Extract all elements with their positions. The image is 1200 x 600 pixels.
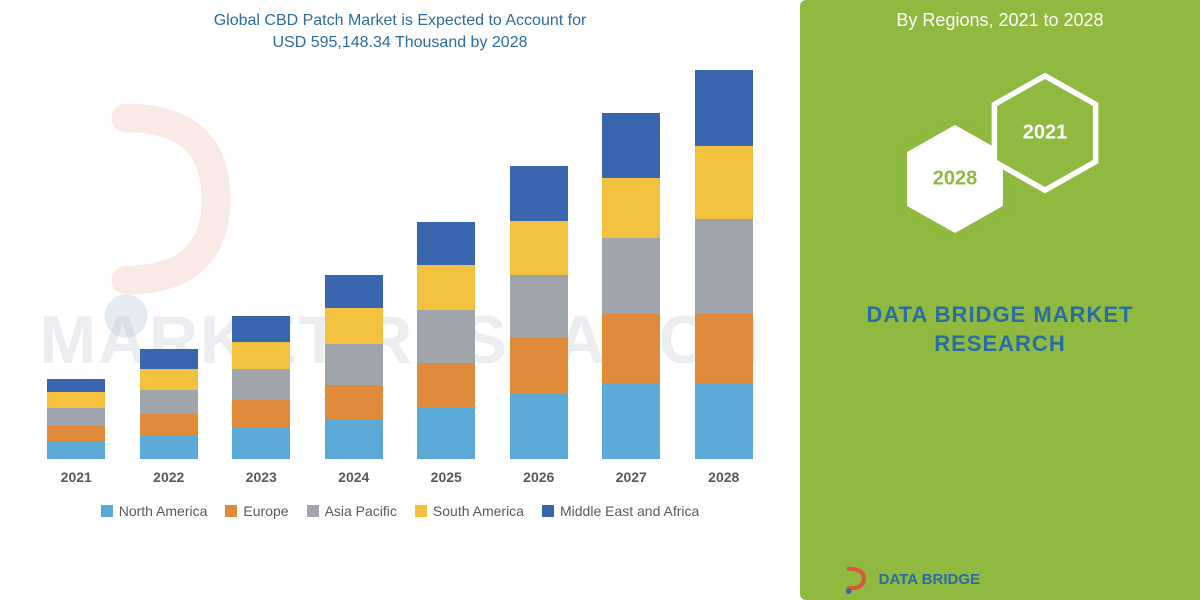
stacked-bar	[47, 379, 105, 459]
bar-segment	[325, 275, 383, 308]
bar-segment	[695, 70, 753, 146]
bar-segment	[140, 435, 198, 458]
footer-logo-icon	[843, 566, 871, 594]
x-axis-label: 2021	[61, 469, 92, 485]
bar-segment	[695, 219, 753, 315]
stacked-bar	[695, 70, 753, 459]
x-axis-label: 2026	[523, 469, 554, 485]
legend-label: Middle East and Africa	[560, 503, 699, 519]
bar-segment	[140, 369, 198, 390]
bar-segment	[325, 385, 383, 420]
bar-segment	[47, 426, 105, 442]
bar-group: 2023	[215, 316, 308, 485]
legend-swatch-icon	[415, 505, 427, 517]
bar-segment	[417, 408, 475, 459]
title-line-2: USD 595,148.34 Thousand by 2028	[272, 34, 527, 51]
x-axis-label: 2023	[246, 469, 277, 485]
bar-segment	[417, 310, 475, 363]
hexagon-badge: 2021	[990, 71, 1100, 195]
hexagon-label: 2028	[933, 168, 978, 191]
legend-item: Middle East and Africa	[542, 503, 699, 519]
bar-group: 2027	[585, 113, 678, 485]
brand-name: DATA BRIDGE MARKET RESEARCH	[867, 301, 1134, 358]
legend-label: Asia Pacific	[325, 503, 397, 519]
bar-group: 2026	[493, 166, 586, 485]
bar-segment	[325, 344, 383, 385]
bar-segment	[602, 113, 660, 177]
legend-item: South America	[415, 503, 524, 519]
bar-group: 2024	[308, 275, 401, 485]
bar-segment	[602, 178, 660, 239]
bar-segment	[47, 379, 105, 393]
legend-swatch-icon	[101, 505, 113, 517]
footer-logo: DATA BRIDGE	[843, 566, 980, 594]
bar-segment	[695, 314, 753, 382]
hexagon-badges: 2028 2021	[860, 71, 1140, 271]
right-panel: By Regions, 2021 to 2028 2028 2021 DATA B…	[800, 0, 1200, 600]
legend-label: North America	[119, 503, 208, 519]
bar-segment	[47, 408, 105, 426]
footer-logo-text: DATA BRIDGE	[879, 572, 980, 589]
x-axis-label: 2025	[431, 469, 462, 485]
x-axis-label: 2027	[616, 469, 647, 485]
legend-label: South America	[433, 503, 524, 519]
chart-legend: North America Europe Asia Pacific South Ame…	[20, 503, 780, 519]
bar-segment	[232, 342, 290, 369]
bar-group: 2025	[400, 222, 493, 484]
stacked-bar	[602, 113, 660, 459]
brand-line-1: DATA BRIDGE MARKET	[867, 302, 1134, 327]
legend-label: Europe	[243, 503, 288, 519]
bar-segment	[325, 420, 383, 459]
legend-item: Europe	[225, 503, 288, 519]
bar-segment	[232, 316, 290, 341]
bar-group: 2021	[30, 379, 123, 485]
bar-segment	[47, 441, 105, 459]
bar-segment	[140, 349, 198, 369]
stacked-bar	[417, 222, 475, 458]
legend-swatch-icon	[542, 505, 554, 517]
bar-segment	[232, 428, 290, 459]
legend-item: Asia Pacific	[307, 503, 397, 519]
bar-segment	[140, 390, 198, 413]
bar-segment	[602, 314, 660, 382]
bar-segment	[510, 221, 568, 276]
bar-segment	[510, 275, 568, 338]
bar-segment	[695, 383, 753, 459]
bar-segment	[417, 363, 475, 408]
hexagon-label: 2021	[1023, 122, 1068, 145]
stacked-bar	[232, 316, 290, 459]
stacked-bar	[140, 349, 198, 458]
chart-panel: MARKET RESEARCH Global CBD Patch Market …	[0, 0, 800, 600]
right-panel-title: By Regions, 2021 to 2028	[896, 10, 1103, 31]
stacked-bar	[325, 275, 383, 459]
bar-segment	[47, 392, 105, 408]
bar-segment	[140, 414, 198, 435]
x-axis-label: 2022	[153, 469, 184, 485]
bar-segment	[602, 238, 660, 314]
brand-line-2: RESEARCH	[934, 331, 1065, 356]
x-axis-label: 2024	[338, 469, 369, 485]
bar-segment	[695, 146, 753, 218]
bar-segment	[510, 394, 568, 458]
title-line-1: Global CBD Patch Market is Expected to A…	[214, 12, 587, 29]
stacked-bar	[510, 166, 568, 459]
infographic-container: MARKET RESEARCH Global CBD Patch Market …	[0, 0, 1200, 600]
bar-group: 2028	[678, 70, 771, 485]
bar-segment	[602, 383, 660, 459]
x-axis-label: 2028	[708, 469, 739, 485]
bar-segment	[510, 166, 568, 221]
bar-segment	[325, 308, 383, 343]
legend-swatch-icon	[307, 505, 319, 517]
bar-segment	[510, 338, 568, 395]
chart-title: Global CBD Patch Market is Expected to A…	[20, 10, 780, 55]
legend-swatch-icon	[225, 505, 237, 517]
stacked-bar-chart: 2021 2022 2023 2024 2025 2026 2027 2028	[20, 65, 780, 485]
bar-segment	[417, 222, 475, 265]
bar-group: 2022	[123, 349, 216, 484]
bar-segment	[232, 400, 290, 427]
legend-item: North America	[101, 503, 208, 519]
bar-segment	[417, 265, 475, 310]
bar-segment	[232, 369, 290, 400]
